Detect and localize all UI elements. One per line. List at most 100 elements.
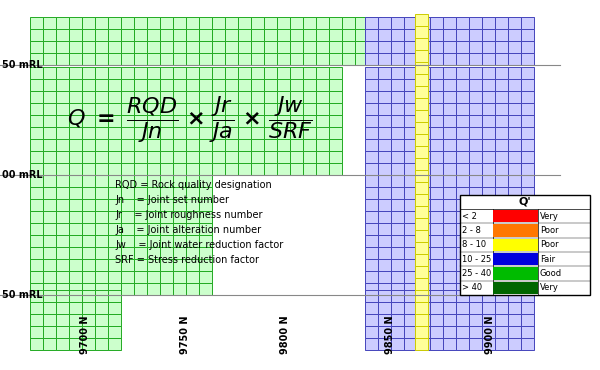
Bar xyxy=(303,79,316,91)
Bar xyxy=(69,41,82,53)
Bar xyxy=(56,67,69,79)
Bar xyxy=(417,41,430,53)
Bar xyxy=(469,271,482,283)
Bar xyxy=(417,211,430,223)
Bar xyxy=(277,163,290,175)
Bar xyxy=(134,163,147,175)
Bar xyxy=(469,326,482,338)
Bar xyxy=(121,187,134,199)
Bar xyxy=(199,67,212,79)
Bar xyxy=(43,290,56,302)
Bar xyxy=(82,314,95,326)
Bar xyxy=(495,41,508,53)
Bar xyxy=(378,302,391,314)
Bar xyxy=(160,139,173,151)
Bar xyxy=(121,29,134,41)
Bar xyxy=(365,199,378,211)
Bar xyxy=(355,41,368,53)
Bar xyxy=(199,163,212,175)
Bar xyxy=(508,271,521,283)
Bar xyxy=(160,271,173,283)
Bar xyxy=(482,163,495,175)
Bar xyxy=(30,139,43,151)
Bar xyxy=(238,79,251,91)
Bar xyxy=(173,91,186,103)
Bar xyxy=(495,223,508,235)
Bar xyxy=(469,151,482,163)
Bar xyxy=(456,211,469,223)
Bar xyxy=(469,103,482,115)
Bar xyxy=(495,283,508,295)
Bar xyxy=(199,211,212,223)
Bar xyxy=(199,271,212,283)
Bar xyxy=(95,271,108,283)
Bar xyxy=(186,79,199,91)
Bar xyxy=(456,302,469,314)
Bar xyxy=(495,67,508,79)
Text: 50 mRL: 50 mRL xyxy=(2,290,43,300)
Bar xyxy=(391,290,404,302)
Bar xyxy=(199,127,212,139)
Bar xyxy=(277,115,290,127)
Bar xyxy=(56,302,69,314)
Bar xyxy=(415,74,428,86)
Bar xyxy=(316,79,329,91)
Bar xyxy=(521,175,534,187)
Bar xyxy=(186,29,199,41)
Bar xyxy=(430,235,443,247)
Bar xyxy=(482,41,495,53)
Bar xyxy=(391,67,404,79)
Bar xyxy=(342,29,355,41)
Bar xyxy=(469,115,482,127)
Bar xyxy=(173,271,186,283)
Bar xyxy=(355,53,368,65)
Bar xyxy=(134,199,147,211)
Bar xyxy=(469,17,482,29)
Text: 50 mRL: 50 mRL xyxy=(2,60,43,70)
Bar xyxy=(108,314,121,326)
Bar xyxy=(56,115,69,127)
Bar xyxy=(443,103,456,115)
Bar xyxy=(443,79,456,91)
Bar xyxy=(251,53,264,65)
Bar xyxy=(186,53,199,65)
Bar xyxy=(316,29,329,41)
Bar xyxy=(469,163,482,175)
Bar xyxy=(430,115,443,127)
Bar xyxy=(521,338,534,350)
Bar xyxy=(378,17,391,29)
Bar xyxy=(443,326,456,338)
Bar xyxy=(378,271,391,283)
Bar xyxy=(82,79,95,91)
Bar xyxy=(30,302,43,314)
Bar xyxy=(404,211,417,223)
Bar xyxy=(290,17,303,29)
Text: > 40: > 40 xyxy=(462,283,482,292)
Bar xyxy=(160,127,173,139)
Bar xyxy=(238,103,251,115)
Bar xyxy=(521,79,534,91)
Bar xyxy=(69,175,82,187)
Bar xyxy=(415,14,428,26)
Bar xyxy=(521,17,534,29)
Bar xyxy=(469,139,482,151)
Bar xyxy=(456,127,469,139)
Bar xyxy=(108,235,121,247)
Bar xyxy=(290,53,303,65)
Bar xyxy=(69,163,82,175)
Bar xyxy=(495,326,508,338)
Bar xyxy=(173,163,186,175)
Bar xyxy=(391,302,404,314)
Bar xyxy=(121,259,134,271)
Text: 8 - 10: 8 - 10 xyxy=(462,240,486,249)
Bar xyxy=(134,79,147,91)
Bar xyxy=(147,199,160,211)
Bar xyxy=(508,290,521,302)
Bar xyxy=(186,127,199,139)
Bar xyxy=(443,17,456,29)
Bar xyxy=(495,151,508,163)
Bar xyxy=(415,194,428,206)
Bar xyxy=(82,29,95,41)
Bar xyxy=(30,17,43,29)
Bar xyxy=(56,199,69,211)
